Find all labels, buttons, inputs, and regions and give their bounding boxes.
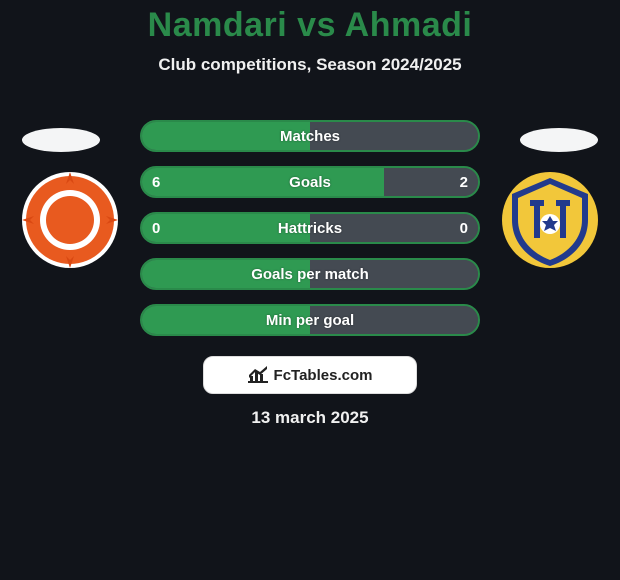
club-crest-left [20,170,120,270]
subtitle: Club competitions, Season 2024/2025 [0,55,620,75]
title-vs: vs [297,6,336,44]
date-text: 13 march 2025 [0,408,620,428]
stat-row: 62Goals [140,166,480,198]
page-root: Namdari vs Ahmadi Club competitions, Sea… [0,0,620,580]
stat-label: Hattricks [142,214,478,242]
chart-icon [248,366,268,384]
title-player-left: Namdari [148,6,288,44]
club-crest-right [500,170,600,270]
brand-text: FcTables.com [274,367,373,384]
crest-right-svg [500,170,600,270]
comparison-rows: Matches 62Goals 00Hattricks Goals per match… [140,120,480,350]
name-plate-right [520,128,598,152]
stat-row: Goals per match [140,258,480,290]
stat-label: Goals [142,168,478,196]
crest-left-svg [20,170,120,270]
page-title: Namdari vs Ahmadi [0,0,620,45]
stat-label: Matches [142,122,478,150]
stat-label: Goals per match [142,260,478,288]
name-plate-left [22,128,100,152]
stat-label: Min per goal [142,306,478,334]
title-player-right: Ahmadi [345,6,473,44]
stat-row: Min per goal [140,304,480,336]
stat-row: 00Hattricks [140,212,480,244]
stat-row: Matches [140,120,480,152]
brand-badge[interactable]: FcTables.com [203,356,417,394]
